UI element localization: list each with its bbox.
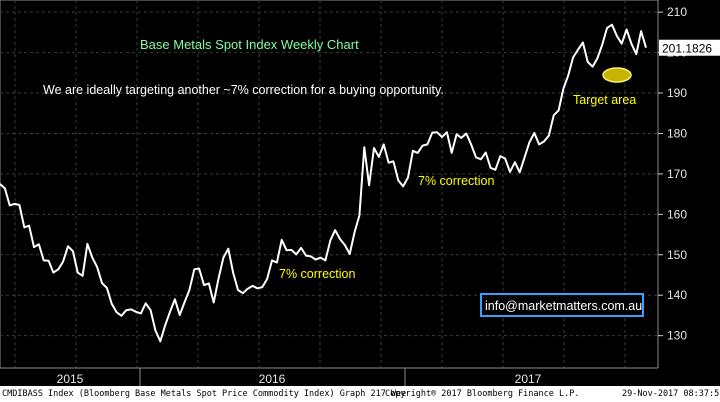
annotation-target-area: Target area — [573, 93, 636, 107]
y-tick-label: 130 — [667, 329, 687, 343]
last-value-label: 201.1826 — [662, 42, 712, 56]
chart-subtitle: We are ideally targeting another ~7% cor… — [43, 83, 444, 97]
x-year-label: 2015 — [57, 372, 84, 386]
annotation-correction: 7% correction — [418, 174, 494, 188]
x-year-label: 2016 — [259, 372, 286, 386]
contact-box — [480, 293, 644, 317]
y-tick-label: 170 — [667, 167, 687, 181]
x-axis-band — [0, 368, 720, 386]
y-tick-label: 140 — [667, 288, 687, 302]
y-tick-label: 190 — [667, 86, 687, 100]
chart-title: Base Metals Spot Index Weekly Chart — [140, 37, 359, 52]
series-line — [0, 23, 647, 343]
last-value-box — [659, 39, 720, 56]
y-tick-label: 160 — [667, 207, 687, 221]
y-tick-label: 150 — [667, 248, 687, 262]
footer-bar: CMDIBASS Index (Bloomberg Base Metals Sp… — [0, 386, 720, 402]
x-year-label: 2017 — [515, 372, 542, 386]
annotation-correction: 7% correction — [279, 267, 355, 281]
chart-svg: 1301401501601701801902002102015201620172… — [0, 0, 720, 386]
y-tick-label: 180 — [667, 126, 687, 140]
contact-email: info@marketmatters.com.au — [485, 299, 642, 313]
target-ellipse — [602, 67, 632, 83]
y-tick-label: 210 — [667, 5, 687, 19]
footer-source: CMDIBASS Index (Bloomberg Base Metals Sp… — [2, 389, 407, 399]
footer-timestamp: 29-Nov-2017 08:37:51 — [622, 389, 720, 399]
footer-copyright: Copyright® 2017 Bloomberg Finance L.P. — [385, 389, 580, 399]
